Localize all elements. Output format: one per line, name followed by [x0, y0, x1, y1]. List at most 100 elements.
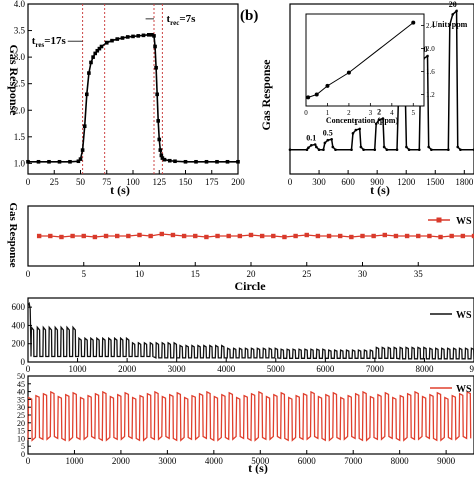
- panel-a-point: [115, 37, 119, 41]
- panel-c-point: [93, 235, 97, 239]
- panel-c-point: [215, 234, 219, 238]
- panel-c-point: [148, 234, 152, 238]
- panel-d-x-tick-label: 2000: [118, 364, 137, 374]
- panel-b-point: [352, 132, 355, 135]
- panel-a-point: [89, 61, 93, 65]
- panel-b-point: [307, 146, 310, 149]
- panel-a-point: [110, 39, 114, 43]
- panel-d-x-tick-label: 1000: [69, 364, 88, 374]
- panel-c-x-tick-label: 15: [191, 269, 201, 279]
- panel-c-point: [316, 234, 320, 238]
- panel-c-x-tick-label: 0: [26, 269, 31, 279]
- panel-a-point: [156, 119, 160, 123]
- panel-c-point: [182, 234, 186, 238]
- panel-e-y-tick-label: 15: [17, 427, 25, 436]
- panel-b-point: [430, 148, 433, 151]
- panel-a-point: [121, 36, 125, 40]
- panel-b-point: [360, 146, 363, 149]
- panel-a-point: [153, 45, 157, 49]
- panel-c-point: [59, 235, 63, 239]
- panel-b-point: [459, 148, 462, 151]
- inset-y-tick-label: 1.6: [426, 68, 435, 76]
- panel-a-xlabel: t (s): [110, 183, 130, 197]
- panel-b-pulse-label: 20: [449, 0, 457, 9]
- panel-b-point: [330, 138, 333, 141]
- panel-a-point: [159, 148, 163, 152]
- panel-a-point: [142, 34, 146, 38]
- panel-c-legend-label: WS: [456, 216, 472, 227]
- panel-b-point: [383, 146, 386, 149]
- inset-x-tick-label: 0: [304, 109, 308, 117]
- panel-b-x-tick-label: 1800: [455, 177, 474, 187]
- panel-d-x-tick-label: 7000: [366, 364, 385, 374]
- panel-c-point: [427, 234, 431, 238]
- panel-a-x-tick-label: 200: [231, 177, 245, 187]
- panel-c-point: [171, 233, 175, 237]
- panel-e-y-tick-label: 5: [21, 442, 25, 451]
- panel-b-point: [456, 146, 459, 149]
- panel-c-x-tick-label: 25: [302, 269, 312, 279]
- panel-c-point: [238, 234, 242, 238]
- panel-a-point: [215, 160, 219, 164]
- panel-b-point: [334, 148, 337, 151]
- panel-c-point: [394, 234, 398, 238]
- panel-a-x-tick-label: 50: [76, 177, 86, 187]
- panel-b-point: [314, 143, 317, 146]
- panel-e-x-tick-label: 8000: [391, 456, 410, 466]
- panel-b-point: [373, 148, 376, 151]
- panel-c-point: [115, 234, 119, 238]
- panel-c-point: [126, 234, 130, 238]
- panel-a-y-tick-label: 1.5: [14, 132, 26, 142]
- panel-c-xlabel: Circle: [234, 279, 266, 293]
- panel-c-point: [416, 234, 420, 238]
- panel-a-ylabel: Gas Response: [7, 44, 21, 116]
- panel-e-x-tick-label: 4000: [205, 456, 224, 466]
- panel-a-y-tick-label: 1.0: [14, 158, 26, 168]
- panel-b-x-tick-label: 600: [341, 177, 355, 187]
- panel-e-y-tick-label: 35: [17, 395, 25, 404]
- panel-a-x-tick-label: 150: [179, 177, 193, 187]
- panel-b-point: [455, 10, 458, 13]
- panel-c-point: [438, 235, 442, 239]
- panel-e-y-tick-label: 30: [17, 403, 25, 412]
- panel-e-y-tick-label: 10: [17, 434, 25, 443]
- panel-d-y-tick-label: 400: [12, 320, 26, 330]
- panel-a-point: [91, 55, 95, 59]
- panel-d-line: [28, 304, 474, 359]
- panel-a-point: [184, 160, 188, 164]
- panel-d-x-tick-label: 0: [26, 364, 31, 374]
- inset-y-tick-label: 1.2: [426, 91, 435, 99]
- panel-b-point: [386, 148, 389, 151]
- panel-a-point: [194, 160, 198, 164]
- panel-c-point: [204, 235, 208, 239]
- panel-d-y-tick-label: 0: [21, 357, 26, 367]
- panel-c-x-tick-label: 10: [135, 269, 145, 279]
- panel-b-point: [310, 144, 313, 147]
- panel-b-point: [358, 128, 361, 131]
- panel-a-frame: [28, 4, 238, 174]
- panel-c-point: [260, 234, 264, 238]
- panel-c-x-tick-label: 5: [82, 269, 87, 279]
- panel-e-x-tick-label: 0: [26, 456, 31, 466]
- panel-b-point: [451, 13, 454, 16]
- panel-b-point: [324, 142, 327, 145]
- inset-point: [306, 95, 310, 99]
- panel-a-response-line: [28, 35, 238, 162]
- panel-c-x-tick-label: 30: [358, 269, 368, 279]
- panel-c-x-tick-label: 20: [247, 269, 257, 279]
- panel-d-x-tick-label: 8000: [415, 364, 434, 374]
- inset-point: [315, 93, 319, 97]
- panel-b-xlabel: t (s): [370, 183, 390, 197]
- panel-c-point: [293, 234, 297, 238]
- panel-c-point: [305, 233, 309, 237]
- panel-b-point: [427, 146, 430, 149]
- panel-d-y-tick-label: 600: [12, 302, 26, 312]
- panel-e-y-tick-label: 40: [17, 388, 25, 397]
- panel-a-point: [157, 138, 161, 142]
